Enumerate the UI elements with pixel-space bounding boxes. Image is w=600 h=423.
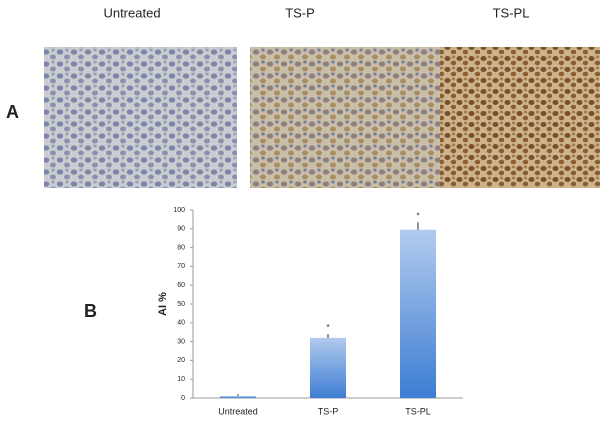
significance-mark: * bbox=[416, 211, 419, 220]
y-tick-label: 10 bbox=[177, 376, 185, 383]
bar bbox=[310, 337, 346, 398]
x-tick-label: TS-P bbox=[318, 406, 339, 416]
panel-label: A bbox=[6, 102, 19, 122]
y-axis-label: AI % bbox=[157, 292, 169, 316]
micrograph bbox=[440, 47, 600, 188]
y-tick-label: 0 bbox=[181, 395, 185, 402]
significance-mark: * bbox=[326, 323, 329, 332]
image-caption: TS-P bbox=[285, 5, 315, 20]
y-tick-label: 60 bbox=[177, 282, 185, 289]
y-tick-label: 70 bbox=[177, 263, 185, 270]
x-tick-label: TS-PL bbox=[405, 406, 431, 416]
micrograph bbox=[250, 47, 443, 188]
bar bbox=[220, 396, 256, 398]
panel-a: A Untreated TS-P TS-PL bbox=[6, 5, 600, 188]
y-tick-label: 40 bbox=[177, 320, 185, 327]
micrograph bbox=[44, 47, 237, 188]
panel-label: B bbox=[84, 301, 97, 321]
y-tick-label: 20 bbox=[177, 357, 185, 364]
y-tick-label: 30 bbox=[177, 338, 185, 345]
y-tick-label: 90 bbox=[177, 226, 185, 233]
y-tick-label: 100 bbox=[173, 207, 185, 214]
y-tick-label: 50 bbox=[177, 301, 185, 308]
image-caption: TS-PL bbox=[493, 5, 530, 20]
bar bbox=[400, 229, 436, 398]
image-caption: Untreated bbox=[103, 5, 160, 20]
x-tick-label: Untreated bbox=[218, 406, 258, 416]
y-tick-label: 80 bbox=[177, 244, 185, 251]
